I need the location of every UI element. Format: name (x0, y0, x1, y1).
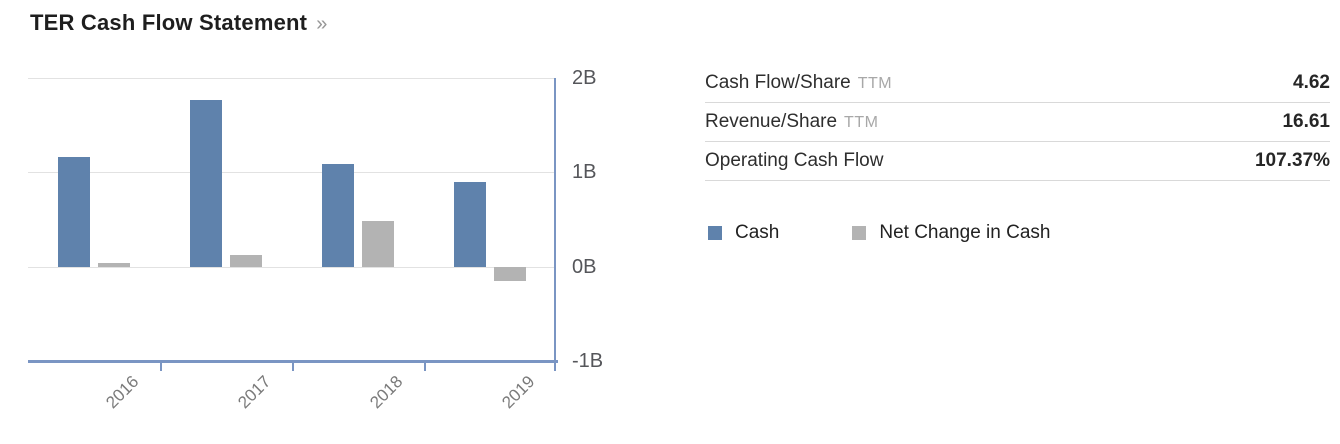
gridline-0B (28, 266, 556, 268)
page-title[interactable]: TER Cash Flow Statement (30, 10, 308, 35)
stat-label: Cash Flow/Share (705, 72, 851, 93)
stat-value: 16.61 (1282, 111, 1330, 132)
stat-row-cash-flow-per-share: Cash Flow/Share TTM 4.62 (705, 64, 1330, 103)
legend-label: Cash (735, 222, 780, 243)
net-change-series-swatch-icon (852, 226, 867, 240)
bar-net-change-in-cash-2016 (98, 262, 130, 267)
stat-suffix-ttm: TTM (844, 114, 879, 131)
y-axis-label: 2B (572, 67, 597, 89)
stat-row-revenue-per-share: Revenue/Share TTM 16.61 (705, 103, 1330, 142)
gridline-2B (28, 78, 556, 79)
x-axis-tick (292, 360, 294, 371)
stats-table: Cash Flow/Share TTM 4.62 Revenue/Share T… (705, 64, 1330, 181)
y-axis-label: 1B (572, 161, 597, 184)
x-axis-label-2017: 2017 (234, 372, 275, 413)
bar-net-change-in-cash-2017 (230, 255, 262, 267)
bar-net-change-in-cash-2019 (494, 266, 526, 281)
bar-net-change-in-cash-2018 (362, 221, 394, 267)
bar-cash-2016 (58, 157, 90, 267)
y-axis-label: 0B (572, 255, 597, 278)
x-axis-label-2019: 2019 (498, 372, 539, 413)
legend-item-net-change-in-cash[interactable]: Net Change in Cash (852, 222, 1050, 244)
chart-legend: Cash Net Change in Cash (708, 222, 1050, 244)
legend-item-cash[interactable]: Cash (708, 222, 779, 244)
stat-value: 4.62 (1293, 72, 1330, 93)
bar-cash-2017 (190, 99, 222, 267)
stat-row-operating-cash-flow: Operating Cash Flow 107.37% (705, 142, 1330, 181)
title-link[interactable]: TER Cash Flow Statement » (30, 10, 327, 36)
stat-label: Revenue/Share (705, 111, 838, 132)
y-axis-line (554, 78, 556, 371)
x-axis-label-2016: 2016 (102, 372, 143, 413)
bar-cash-2019 (454, 181, 486, 267)
chevron-right-double-icon[interactable]: » (316, 12, 328, 35)
x-axis-tick (160, 360, 162, 371)
plot-area (28, 78, 556, 361)
cash-series-swatch-icon (708, 226, 722, 240)
stat-value: 107.37% (1254, 150, 1330, 171)
gridline-1B (28, 172, 556, 174)
y-axis-label: -1B (572, 350, 604, 372)
x-axis-label-2018: 2018 (366, 372, 407, 413)
stat-label: Operating Cash Flow (705, 150, 884, 171)
stat-suffix-ttm: TTM (857, 75, 893, 92)
legend-label: Net Change in Cash (879, 222, 1051, 243)
bar-cash-2018 (322, 163, 354, 267)
x-axis-tick (424, 360, 426, 371)
